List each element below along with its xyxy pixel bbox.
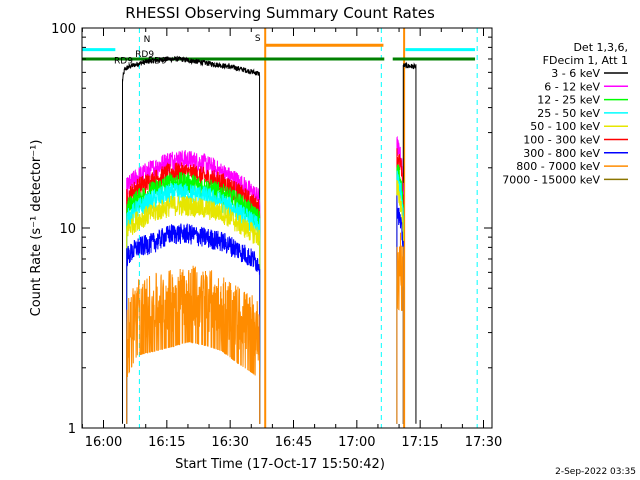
series-line-2-1 bbox=[396, 148, 404, 424]
legend-label-0: 3 - 6 keV bbox=[551, 67, 600, 80]
x-tick-label-3: 16:45 bbox=[275, 435, 312, 450]
y-axis-label: Count Rate (s⁻¹ detector⁻¹) bbox=[29, 140, 44, 317]
plot-frame bbox=[81, 27, 493, 429]
x-tick-label-4: 17:00 bbox=[338, 435, 375, 450]
series-6 bbox=[126, 195, 404, 424]
series-line-5-0 bbox=[126, 195, 261, 424]
annotation-flag-3: RD9 bbox=[114, 56, 133, 66]
legend-label-7: 800 - 7000 keV bbox=[516, 160, 600, 173]
legend-label-5: 100 - 300 keV bbox=[523, 134, 600, 147]
annotation-night-0: N bbox=[144, 35, 151, 45]
axes: 1 10 100 16:00 16:15 16:30 16:45 17:00 17:15 17:3… bbox=[51, 22, 502, 450]
x-tick-label-0: 16:00 bbox=[85, 435, 122, 450]
series-2 bbox=[126, 148, 404, 424]
y-tick-label-2: 100 bbox=[51, 22, 76, 37]
legend-header-0: Det 1,3,6, bbox=[573, 41, 628, 54]
series-line-1-0 bbox=[126, 150, 261, 424]
series-7 bbox=[126, 232, 404, 424]
x-tick-label-2: 16:30 bbox=[211, 435, 248, 450]
series-line-6-1 bbox=[396, 195, 404, 424]
footer-date: 2-Sep-2022 03:35 bbox=[555, 467, 636, 477]
series-5 bbox=[126, 179, 404, 424]
legend-label-3: 25 - 50 keV bbox=[537, 107, 600, 120]
x-axis-label: Start Time (17-Oct-17 15:50:42) bbox=[175, 457, 385, 472]
series-line-7-0 bbox=[126, 265, 261, 424]
series-line-0-1 bbox=[402, 61, 417, 424]
y-tick-label-0: 1 bbox=[68, 422, 76, 437]
chart-title: RHESSI Observing Summary Count Rates bbox=[125, 4, 435, 22]
series-line-0-0 bbox=[122, 55, 261, 424]
legend-label-8: 7000 - 15000 keV bbox=[502, 173, 600, 186]
legend-header-1: FDecim 1, Att 1 bbox=[543, 54, 628, 67]
series-0 bbox=[122, 55, 417, 424]
series-line-3-1 bbox=[396, 164, 404, 424]
series-line-6-0 bbox=[126, 223, 261, 424]
x-tick-label-5: 17:15 bbox=[401, 435, 438, 450]
series-line-7-1 bbox=[396, 232, 404, 424]
y-tick-label-1: 10 bbox=[59, 222, 76, 237]
annotation-saa-1: S bbox=[255, 34, 261, 44]
annotation-flag-2: RD9 bbox=[135, 50, 154, 60]
x-tick-label-1: 16:15 bbox=[148, 435, 185, 450]
x-tick-label-6: 17:30 bbox=[465, 435, 502, 450]
series-line-5-1 bbox=[396, 179, 404, 424]
legend-label-4: 50 - 100 keV bbox=[530, 120, 600, 133]
legend-label-2: 12 - 25 keV bbox=[537, 94, 600, 107]
series-line-2-0 bbox=[126, 162, 261, 424]
legend-label-1: 6 - 12 keV bbox=[544, 80, 600, 93]
legend-label-6: 300 - 800 keV bbox=[523, 147, 600, 160]
